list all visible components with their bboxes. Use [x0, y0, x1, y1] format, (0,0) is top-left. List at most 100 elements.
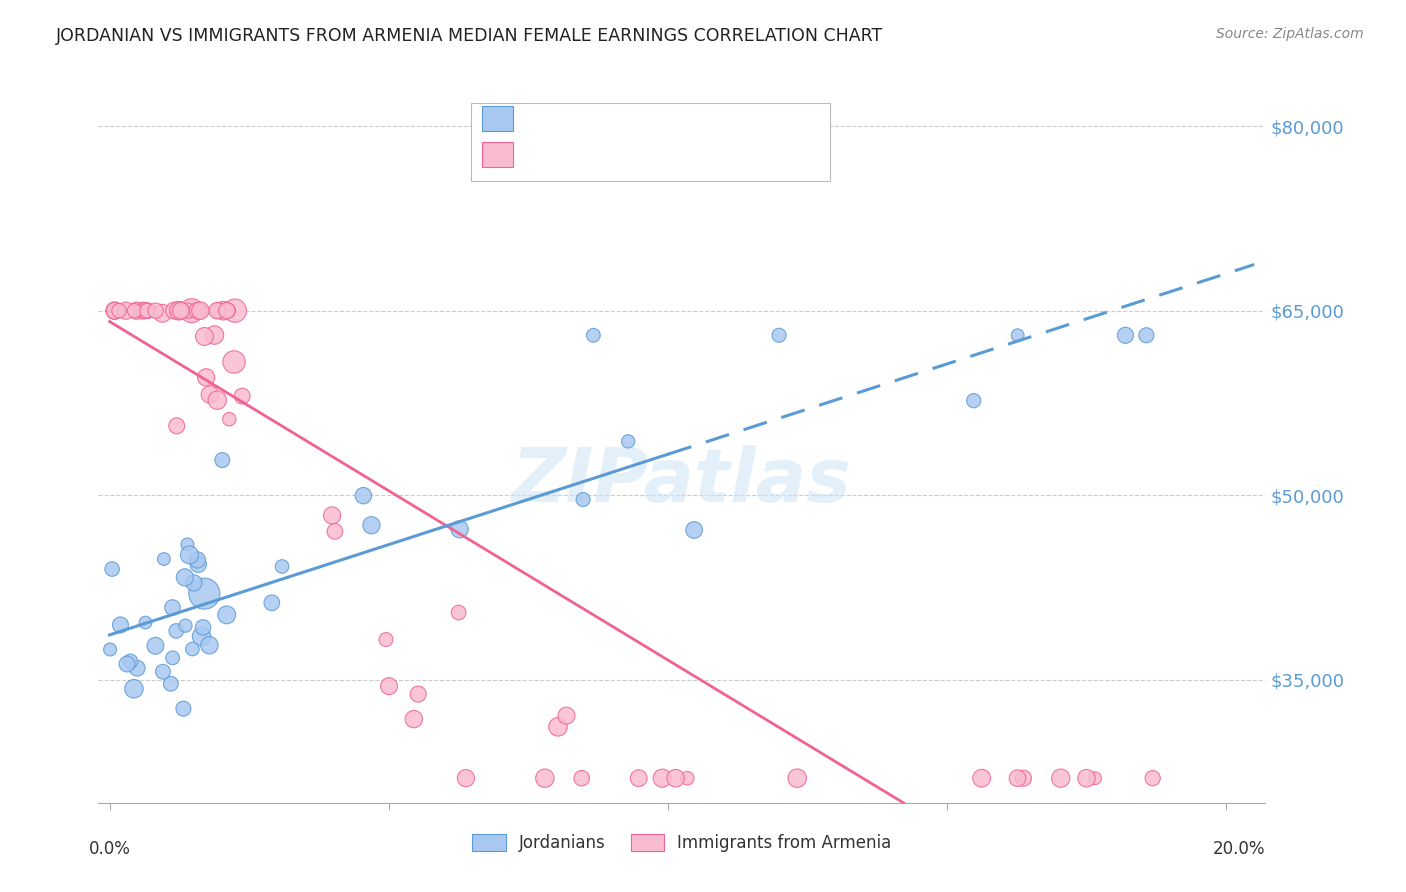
- Point: [406, 687, 429, 701]
- Point: [153, 552, 176, 566]
- Point: [1007, 771, 1029, 785]
- Text: R =: R =: [524, 110, 561, 128]
- Text: N =: N =: [637, 110, 685, 128]
- Point: [134, 303, 156, 318]
- Point: [1135, 328, 1157, 343]
- Point: [582, 328, 605, 343]
- Point: [193, 587, 215, 601]
- Point: [134, 615, 156, 630]
- Point: [1142, 771, 1164, 785]
- Point: [402, 712, 425, 726]
- Point: [617, 434, 640, 449]
- Point: [165, 624, 187, 638]
- Point: [217, 303, 239, 318]
- Text: 62: 62: [690, 145, 713, 163]
- Point: [204, 328, 226, 343]
- Point: [555, 708, 578, 723]
- Point: [173, 570, 195, 584]
- Point: [190, 303, 212, 318]
- Point: [352, 489, 374, 503]
- Point: [786, 771, 808, 785]
- Point: [665, 771, 688, 785]
- Point: [145, 303, 167, 318]
- Point: [231, 389, 253, 403]
- Point: [181, 642, 204, 657]
- Point: [321, 508, 343, 523]
- Point: [193, 329, 215, 343]
- Point: [183, 575, 205, 590]
- Point: [198, 387, 221, 401]
- Point: [215, 303, 238, 318]
- Point: [190, 303, 212, 318]
- Point: [571, 771, 593, 785]
- Point: [174, 618, 197, 632]
- Point: [260, 596, 283, 610]
- Point: [162, 651, 184, 665]
- Text: Source: ZipAtlas.com: Source: ZipAtlas.com: [1216, 27, 1364, 41]
- Point: [115, 657, 138, 671]
- Point: [323, 524, 346, 539]
- Point: [1007, 328, 1029, 343]
- Point: [211, 453, 233, 467]
- Point: [651, 771, 673, 785]
- Point: [152, 665, 174, 679]
- Point: [683, 523, 706, 537]
- Text: 44: 44: [690, 110, 714, 128]
- Point: [163, 303, 186, 318]
- Text: -0.212: -0.212: [567, 145, 626, 163]
- Text: 0.0%: 0.0%: [89, 839, 131, 858]
- Point: [104, 303, 127, 318]
- Point: [375, 632, 398, 647]
- Point: [110, 618, 132, 632]
- Text: N =: N =: [637, 145, 685, 163]
- Point: [215, 607, 238, 622]
- Point: [970, 771, 993, 785]
- Point: [360, 518, 382, 533]
- Point: [208, 303, 231, 318]
- Point: [198, 638, 221, 652]
- Point: [191, 620, 214, 634]
- Point: [136, 303, 159, 318]
- Point: [212, 303, 235, 318]
- Point: [534, 771, 557, 785]
- Point: [449, 522, 471, 536]
- Point: [115, 303, 138, 318]
- Text: R =: R =: [524, 145, 561, 163]
- Text: 0.052: 0.052: [567, 110, 619, 128]
- Point: [98, 642, 121, 657]
- Point: [676, 771, 699, 785]
- Point: [179, 548, 201, 562]
- Point: [447, 606, 470, 620]
- Point: [125, 303, 148, 318]
- Point: [218, 412, 240, 426]
- Point: [187, 303, 209, 318]
- Point: [108, 303, 131, 318]
- Point: [1114, 328, 1136, 343]
- Point: [190, 630, 212, 644]
- Point: [627, 771, 650, 785]
- Point: [572, 492, 595, 507]
- Point: [104, 303, 127, 318]
- Point: [1049, 771, 1071, 785]
- Point: [222, 355, 245, 369]
- Point: [127, 661, 149, 675]
- Point: [166, 418, 188, 433]
- Point: [136, 303, 159, 318]
- Point: [172, 701, 194, 715]
- Point: [271, 559, 294, 574]
- Point: [162, 600, 184, 615]
- Point: [167, 303, 190, 318]
- Point: [207, 393, 229, 408]
- Point: [177, 303, 200, 318]
- Point: [205, 303, 228, 318]
- Point: [101, 562, 124, 576]
- Point: [963, 393, 986, 408]
- Point: [145, 639, 167, 653]
- Point: [195, 370, 218, 384]
- Point: [176, 537, 198, 551]
- Point: [124, 303, 146, 318]
- Point: [207, 303, 229, 318]
- Point: [187, 558, 209, 572]
- Point: [547, 720, 569, 734]
- Point: [170, 303, 193, 318]
